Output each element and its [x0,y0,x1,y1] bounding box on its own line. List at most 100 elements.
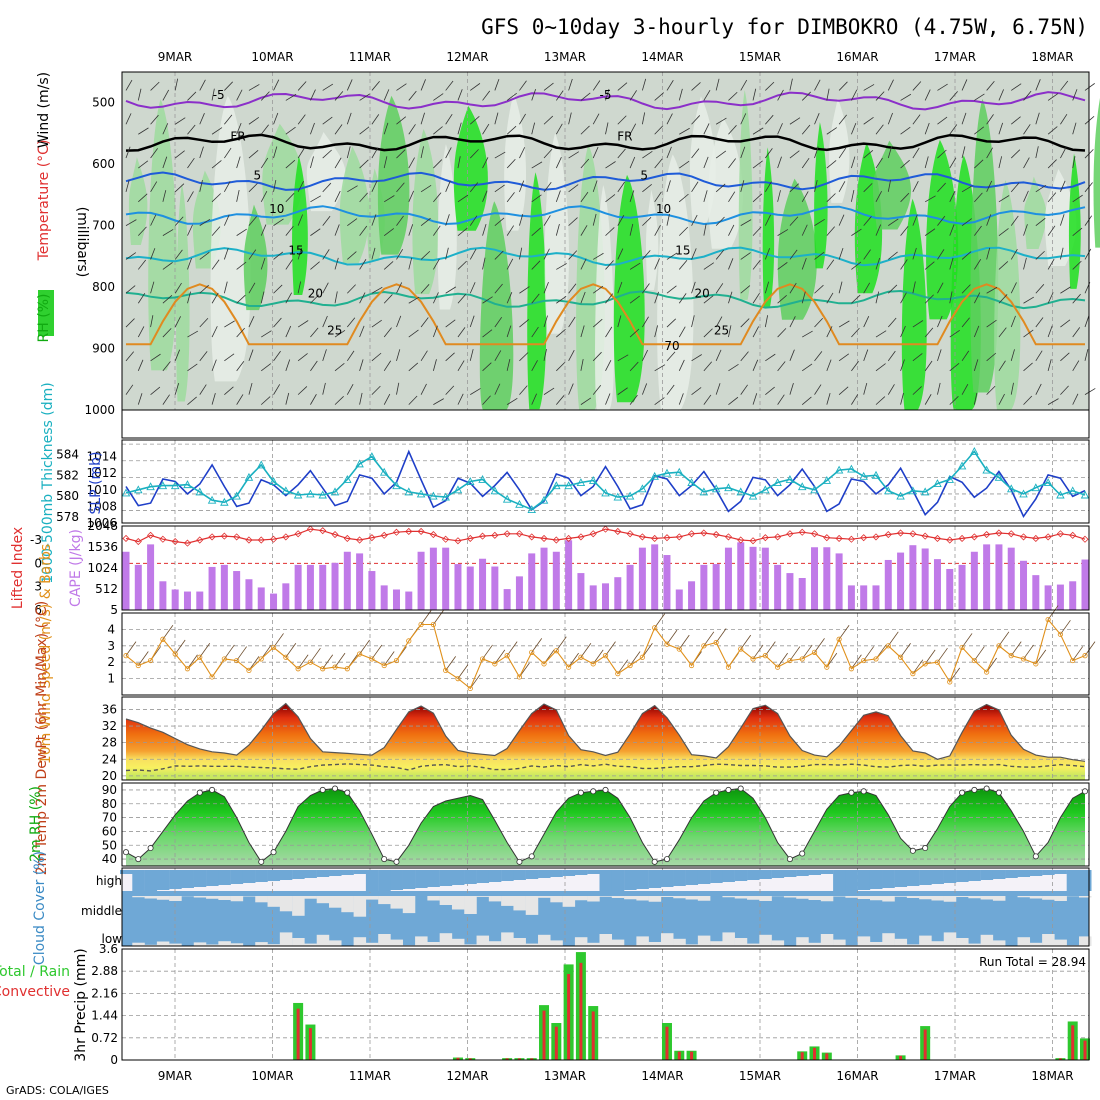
cloud-low-gap [587,942,600,946]
wind-barb [248,150,259,159]
lifted-index-point [1056,530,1064,538]
cloud-low-gap [734,938,748,946]
wind-barb [211,292,219,304]
wind-barb [359,93,370,101]
wind-barb [851,294,861,304]
cape-bar [454,564,462,610]
pressure-axis-label: (millibars) [74,207,90,278]
wind-barb [777,394,785,405]
wind-speed-point [492,661,498,667]
thickness-point [502,494,512,503]
date-label-top: 16MAR [836,50,878,64]
wind-barb [1084,349,1089,361]
lifted-index-line [125,528,1086,544]
rh-legend-swatch [38,290,54,336]
rh-patch [527,172,547,410]
wind-speed-point [1070,657,1076,664]
cloud-mid-gap [931,896,944,901]
lifted-index-point [675,533,683,541]
wind-barb [322,654,334,669]
cloud-low-gap [427,942,440,946]
wind-barb [494,383,501,395]
wind-barb [986,385,996,395]
cloud-mid-gap [451,896,465,910]
wind-barb [912,281,916,294]
cloud-low-gap [673,938,686,946]
wind-speed-point [676,646,682,652]
thickness-point [515,499,524,508]
wind-barb [703,89,711,101]
wind-speed-point [897,654,904,660]
lifted-index-point [897,529,905,537]
wind-barb [974,159,984,169]
wind-barb [519,352,529,362]
wind-barb [371,247,376,260]
wind-barb [1072,393,1079,405]
wind-barb [285,292,293,304]
wind-barb [580,125,590,135]
lifted-index-point [761,534,769,542]
lifted-index-point [1032,534,1040,543]
wind-barb [654,158,663,169]
wind-barb [150,114,159,125]
cloud-low-gap [193,942,207,946]
wind-barb [371,180,378,193]
cloud-high-bar [906,870,920,886]
wind-barb [715,78,720,91]
wind-barb [937,647,948,663]
wind-barb [789,249,798,260]
wind-barb [285,192,295,203]
cloud-mid-gap [611,896,625,898]
cloud-mid-gap [378,896,391,905]
rh-point [725,786,732,793]
wind-barb [162,89,170,101]
wind-barb [678,393,684,405]
rh-patch [148,99,178,371]
wind-speed-point [135,662,141,669]
wind-barb [359,259,367,270]
wind-barb [224,353,235,362]
cape-bar [786,573,794,610]
wind-barb [912,147,920,159]
wind-barb [752,259,761,270]
wind-barb [740,285,751,294]
cloud-low-gap [1042,934,1055,946]
wind-barb [506,359,511,371]
wind-speed-point [615,671,621,677]
wind-speed-point [775,664,781,670]
thickness-point [711,484,721,493]
wind-barb [912,247,917,260]
wind-barb [838,281,843,294]
chart-title: GFS 0~10day 3-hourly for DIMBOKRO (4.75W… [481,15,1088,39]
wind-barb [740,219,752,226]
wind-barb [445,656,456,671]
wind-barb [531,194,542,203]
cloud-high-bar [648,870,662,888]
cape-bar [528,553,536,610]
wind-barb [851,89,858,101]
cape-tick: 1024 [87,561,118,575]
wind-speed-point [688,662,695,669]
wind-barb [371,319,382,328]
wind-barb [678,226,689,236]
cape-bar [392,589,400,610]
cloud-high-bar [697,870,711,884]
wind-barb [174,78,179,91]
wind-barb [642,383,648,395]
lifted-index-point [368,534,376,542]
wind-barb [998,195,1010,203]
wind-barb [199,180,203,192]
wind-speed-point [873,656,879,662]
wind-barb [125,641,137,656]
wind-barb [1010,248,1018,260]
rh-point [393,858,400,865]
wind-barb [678,634,690,650]
lifted-index-point [540,534,548,543]
wind-barb [556,362,566,372]
cloud-level-label: low [102,932,123,946]
cloud-high-bar [685,870,699,885]
wind-barb [924,649,936,665]
cloud-high-bar [488,870,502,882]
cape-bar [921,548,929,610]
wind-barb [457,227,468,236]
